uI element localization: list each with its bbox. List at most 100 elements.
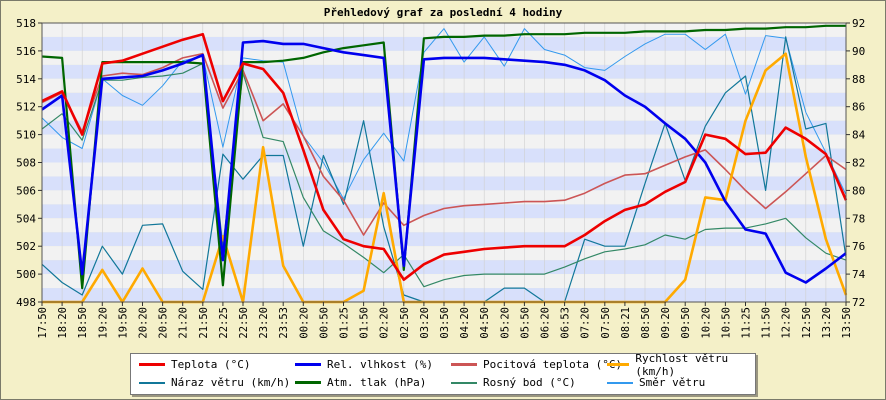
- legend-swatch: [451, 363, 477, 366]
- x-tick-label: 12:50: [801, 307, 813, 339]
- x-tick-label: 22:50: [238, 307, 250, 339]
- legend-label: Směr větru: [639, 376, 706, 389]
- right-tick-label: 82: [852, 157, 865, 170]
- x-tick-label: 07:20: [580, 307, 592, 339]
- x-tick-label: 01:25: [339, 307, 351, 339]
- right-tick-label: 72: [852, 296, 865, 309]
- left-axis: 498 500 502 504 506 508 510 512 514 516 518: [16, 17, 42, 309]
- right-axis: 72 74 76 78 80 82 84 86 88 90 92: [846, 17, 866, 309]
- x-tick-label: 13:50: [841, 307, 853, 339]
- vertical-gridlines: [41, 23, 847, 302]
- x-tick-label: 04:20: [459, 307, 471, 339]
- legend-label: Rosný bod (°C): [483, 376, 576, 389]
- x-tick-label: 08:50: [640, 307, 652, 339]
- legend-label: Pocitová teplota (°C): [483, 358, 623, 371]
- x-tick-label: 22:25: [218, 307, 230, 339]
- chart-title: Přehledový graf za poslední 4 hodiny: [324, 6, 563, 19]
- left-tick-label: 514: [16, 73, 36, 86]
- left-tick-label: 516: [16, 45, 36, 58]
- x-tick-label: 00:50: [318, 307, 330, 339]
- legend-swatch: [295, 381, 321, 384]
- x-tick-label: 02:20: [379, 307, 391, 339]
- x-tick-label: 18:50: [77, 307, 89, 339]
- legend-item-naraz: Náraz větru (km/h): [139, 374, 290, 391]
- right-tick-label: 76: [852, 240, 865, 253]
- series-line: [41, 62, 847, 288]
- legend-item-rosny: Rosný bod (°C): [451, 374, 576, 391]
- x-tick-label: 19:50: [117, 307, 129, 339]
- series-line: [41, 32, 848, 282]
- series-line: [41, 28, 847, 200]
- left-tick-label: 498: [16, 296, 36, 309]
- legend-label: Náraz větru (km/h): [171, 376, 291, 389]
- x-tick-label: 11:25: [741, 307, 753, 339]
- x-tick-label: 07:50: [600, 307, 612, 339]
- right-tick-label: 74: [852, 268, 866, 281]
- x-tick-label: 08:21: [620, 307, 632, 339]
- left-tick-label: 510: [16, 129, 36, 142]
- x-axis: 17:50 18:20 18:50 19:20 19:50 20:20 20:50 21:20…: [37, 302, 853, 339]
- legend-label: Teplota (°C): [171, 358, 251, 371]
- right-tick-label: 80: [852, 184, 865, 197]
- x-tick-label: 01:50: [359, 307, 371, 339]
- legend-swatch: [139, 363, 165, 366]
- series-line: [41, 24, 846, 290]
- chart-svg: Přehledový graf za poslední 4 hodiny 498…: [16, 6, 866, 339]
- left-tick-label: 512: [16, 101, 36, 114]
- x-tick-label: 03:50: [439, 307, 451, 339]
- x-tick-label: 20:50: [158, 307, 170, 339]
- legend-swatch: [451, 381, 477, 384]
- legend-swatch: [139, 381, 165, 384]
- x-tick-label: 09:50: [680, 307, 692, 339]
- series-layer: [41, 24, 848, 304]
- x-tick-label: 04:50: [479, 307, 491, 339]
- legend-item-tlak: Atm. tlak (hPa): [295, 374, 426, 391]
- left-tick-label: 504: [16, 212, 36, 225]
- x-tick-label: 09:20: [660, 307, 672, 339]
- legend-item-pocitova: Pocitová teplota (°C): [451, 356, 622, 373]
- x-tick-label: 19:20: [97, 307, 109, 339]
- x-tick-label: 10:20: [700, 307, 712, 339]
- x-tick-label: 13:20: [821, 307, 833, 339]
- right-tick-label: 92: [852, 17, 865, 30]
- x-tick-label: 02:50: [399, 307, 411, 339]
- x-tick-label: 05:50: [519, 307, 531, 339]
- right-tick-label: 78: [852, 212, 865, 225]
- x-tick-label: 06:20: [540, 307, 552, 339]
- legend-item-teplota: Teplota (°C): [139, 356, 250, 373]
- x-tick-label: 00:20: [298, 307, 310, 339]
- left-tick-label: 502: [16, 240, 36, 253]
- x-tick-label: 12:20: [781, 307, 793, 339]
- right-tick-label: 88: [852, 73, 865, 86]
- x-tick-label: 18:20: [57, 307, 69, 339]
- x-tick-label: 11:50: [761, 307, 773, 339]
- x-tick-label: 10:50: [720, 307, 732, 339]
- x-tick-label: 03:20: [419, 307, 431, 339]
- x-tick-label: 20:20: [138, 307, 150, 339]
- x-tick-label: 05:20: [499, 307, 511, 339]
- series-line: [41, 39, 847, 284]
- x-tick-label: 17:50: [37, 307, 49, 339]
- legend-label: Atm. tlak (hPa): [327, 376, 427, 389]
- legend-item-smer: Směr větru: [607, 374, 705, 391]
- legend: Teplota (°C) Rel. vlhkost (%) Pocitová t…: [130, 352, 756, 395]
- legend-label: Rychlost větru (km/h): [635, 351, 729, 378]
- right-tick-label: 90: [852, 45, 865, 58]
- legend-swatch: [295, 363, 321, 366]
- x-tick-label: 23:53: [278, 307, 290, 339]
- legend-swatch: [607, 363, 630, 366]
- right-tick-label: 86: [852, 101, 865, 114]
- x-tick-label: 06:53: [560, 307, 572, 339]
- legend-item-rychlost: Rychlost větru (km/h): [607, 352, 755, 378]
- left-tick-label: 508: [16, 157, 36, 170]
- left-tick-label: 506: [16, 184, 36, 197]
- legend-item-vlhkost: Rel. vlhkost (%): [295, 356, 433, 373]
- x-tick-label: 21:20: [178, 307, 190, 339]
- right-tick-label: 84: [852, 129, 866, 142]
- legend-swatch: [607, 381, 633, 384]
- left-tick-label: 500: [16, 268, 36, 281]
- left-tick-label: 518: [16, 17, 36, 30]
- x-tick-label: 23:20: [258, 307, 270, 339]
- x-tick-label: 21:50: [198, 307, 210, 339]
